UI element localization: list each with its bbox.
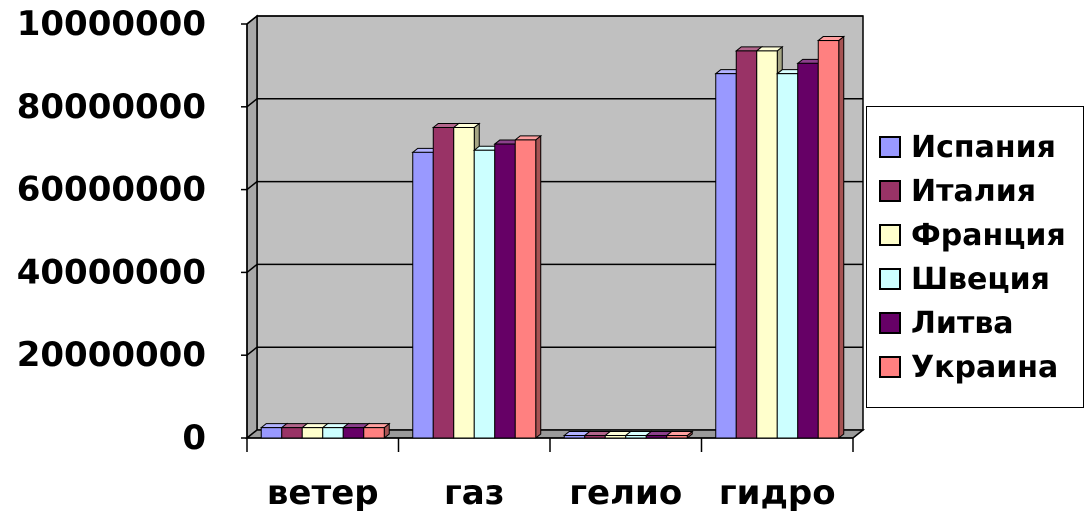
- side-wall: [246, 14, 258, 440]
- bar-top: [513, 135, 543, 141]
- bar: [665, 430, 694, 440]
- gridline: [246, 346, 258, 356]
- legend-item: Швеция: [879, 259, 1050, 299]
- bar-front: [797, 62, 819, 439]
- bar: [362, 422, 391, 440]
- bar-front: [301, 427, 324, 439]
- bar-front: [756, 50, 778, 439]
- legend-swatch: [879, 268, 901, 290]
- bar-front: [735, 50, 758, 439]
- x-tick-label: гидро: [719, 473, 836, 513]
- legend-swatch: [879, 180, 901, 202]
- bar-front: [342, 427, 365, 439]
- bar-front: [473, 149, 496, 439]
- bar-side: [535, 134, 542, 440]
- bar-front: [666, 435, 688, 439]
- legend-swatch: [879, 356, 901, 378]
- bar-front: [776, 73, 799, 439]
- bar-front: [584, 435, 606, 439]
- bar-front: [625, 435, 647, 439]
- legend-swatch: [879, 312, 901, 334]
- legend-swatch: [879, 136, 901, 158]
- legend-label: Франция: [911, 217, 1066, 253]
- bar-front: [645, 435, 668, 439]
- bar-front: [260, 427, 283, 439]
- bar: [513, 134, 543, 440]
- y-tick-label: 0: [182, 418, 206, 458]
- legend-item: Украина: [879, 347, 1058, 387]
- bar-front: [817, 40, 840, 439]
- gridline: [246, 263, 258, 273]
- bar-front: [604, 435, 627, 439]
- bar-top: [816, 36, 846, 42]
- legend-label: Швеция: [911, 261, 1050, 297]
- bar-front: [432, 127, 455, 439]
- chart-legend: Испания Италия Франция Швеция Литва Укра…: [866, 106, 1084, 408]
- y-tick-label: 10000000: [17, 4, 206, 44]
- legend-item: Италия: [879, 171, 1036, 211]
- bar-front: [494, 143, 516, 439]
- bar-front: [412, 151, 434, 439]
- bar-front: [453, 127, 475, 439]
- bar-top: [665, 431, 694, 437]
- legend-item: Испания: [879, 127, 1056, 167]
- legend-item: Литва: [879, 303, 1014, 343]
- gridline: [246, 98, 258, 108]
- y-tick-label: 20000000: [17, 335, 206, 375]
- x-tick-label: гелио: [569, 473, 682, 513]
- legend-label: Литва: [911, 305, 1014, 341]
- bar-front: [281, 427, 303, 439]
- y-tick-label: 80000000: [17, 87, 206, 127]
- gridline: [246, 181, 258, 191]
- y-tick-label: 40000000: [17, 252, 206, 292]
- bar-front: [322, 427, 344, 439]
- x-tick-label: газ: [444, 473, 504, 513]
- bar-front: [563, 435, 586, 439]
- y-tick-label: 60000000: [17, 170, 206, 210]
- x-tick-label: ветер: [267, 473, 379, 513]
- bar-front: [715, 73, 737, 439]
- bar-top: [452, 123, 481, 128]
- bar-front: [514, 139, 537, 439]
- legend-swatch: [879, 224, 901, 246]
- legend-label: Италия: [911, 173, 1036, 209]
- bar: [816, 35, 846, 440]
- legend-item: Франция: [879, 215, 1066, 255]
- bar-top: [362, 423, 391, 429]
- bar-top: [755, 46, 784, 52]
- legend-label: Украина: [911, 349, 1059, 385]
- bar-side: [838, 35, 845, 440]
- gridline: [246, 15, 258, 25]
- legend-label: Испания: [911, 129, 1056, 165]
- bar-front: [363, 427, 385, 439]
